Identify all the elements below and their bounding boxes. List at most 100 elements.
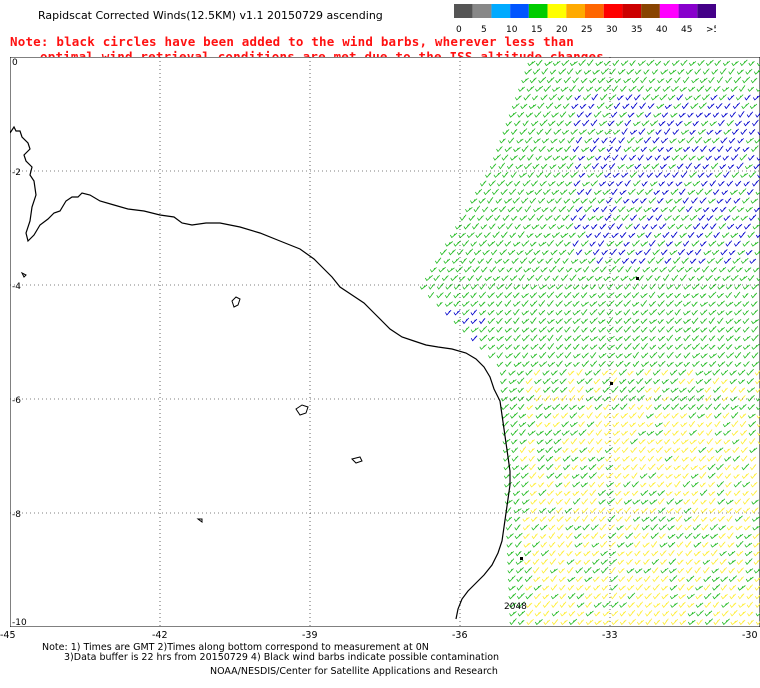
wind-barb [589, 336, 598, 342]
wind-barb [734, 507, 742, 514]
wind-barb [594, 403, 603, 411]
wind-barb [538, 145, 546, 153]
wind-barb [528, 104, 537, 110]
wind-barb [720, 137, 728, 144]
wind-barb [698, 102, 707, 110]
wind-barb [631, 464, 638, 471]
wind-barb [568, 386, 575, 394]
wind-barb [640, 197, 647, 204]
wind-barb [691, 293, 699, 299]
wind-barb [636, 610, 643, 617]
wind-barb [619, 394, 628, 402]
wind-barb [725, 335, 734, 342]
wind-barb [751, 507, 759, 514]
wind-barb [520, 472, 529, 479]
wind-barb [536, 128, 544, 135]
wind-barb [569, 155, 577, 161]
wind-barb [584, 205, 593, 213]
wind-barb [618, 369, 627, 376]
wind-barb [691, 498, 699, 505]
wind-barb [689, 258, 697, 264]
legend-swatch [491, 4, 511, 18]
wind-barb [606, 309, 614, 316]
wind-barb [527, 413, 534, 419]
wind-barb [739, 275, 748, 282]
wind-barb [540, 541, 547, 548]
wind-barb [521, 318, 530, 325]
wind-barb [676, 94, 684, 101]
wind-barb [560, 619, 568, 626]
wind-barb [730, 189, 738, 196]
wind-barb [616, 532, 624, 540]
wind-barb [554, 103, 562, 110]
wind-barb [688, 404, 696, 411]
wind-barb [657, 498, 665, 505]
wind-barb [602, 189, 611, 196]
wind-barb [728, 559, 736, 565]
wind-barb [640, 499, 649, 505]
wind-barb [745, 206, 753, 213]
wind-barb [725, 301, 734, 307]
wind-barb [478, 291, 487, 299]
wind-barb [551, 610, 560, 617]
wind-barb [546, 472, 555, 479]
wind-barb [642, 532, 649, 540]
wind-barb [745, 568, 754, 574]
wind-barb [519, 172, 528, 178]
wind-barb [487, 309, 495, 316]
wind-barb [738, 379, 746, 385]
wind-barb [558, 249, 567, 256]
legend-label: 30 [606, 25, 618, 35]
wind-barb [436, 292, 444, 299]
wind-barb [541, 138, 550, 144]
legend-swatch [697, 4, 716, 18]
wind-barb [629, 422, 636, 428]
wind-barb [701, 524, 709, 531]
wind-barb [633, 541, 641, 548]
wind-barb [685, 550, 693, 557]
wind-barb [597, 292, 606, 299]
wind-barb [559, 111, 567, 118]
wind-barb [714, 430, 722, 436]
wind-barb [498, 162, 506, 170]
wind-barb [582, 181, 590, 187]
legend-swatch [678, 4, 698, 18]
wind-barb [632, 318, 640, 325]
wind-barb [685, 566, 693, 574]
wind-barb [462, 326, 470, 333]
wind-barb [624, 119, 632, 127]
wind-barb [624, 179, 631, 187]
wind-barb [697, 430, 704, 436]
wind-barb [706, 215, 714, 221]
wind-barb [620, 275, 629, 282]
wind-barb [571, 473, 580, 479]
wind-barb [640, 309, 649, 316]
wind-barb [475, 275, 483, 282]
wind-barb [691, 343, 700, 350]
wind-barb [651, 550, 659, 557]
wind-barb [681, 257, 689, 264]
wind-barb [547, 310, 554, 316]
wind-barb [575, 567, 584, 574]
wind-barb [750, 241, 759, 247]
wind-barb [636, 601, 644, 608]
wind-barb [584, 576, 593, 583]
wind-barb [527, 128, 536, 135]
wind-barb [530, 508, 537, 514]
wind-barb [553, 172, 561, 178]
wind-barb [742, 301, 750, 307]
wind-barb [545, 446, 554, 454]
wind-barb [705, 413, 713, 419]
wind-barb [697, 128, 706, 135]
wind-barb [533, 369, 541, 376]
wind-barb [580, 465, 588, 471]
wind-barb [611, 85, 618, 93]
wind-barb [616, 525, 624, 531]
wind-barb [699, 301, 708, 307]
wind-barb [748, 413, 756, 419]
wind-barb [460, 257, 467, 264]
wind-barb [687, 395, 695, 402]
wind-barb [667, 265, 676, 273]
wind-barb [629, 129, 638, 135]
